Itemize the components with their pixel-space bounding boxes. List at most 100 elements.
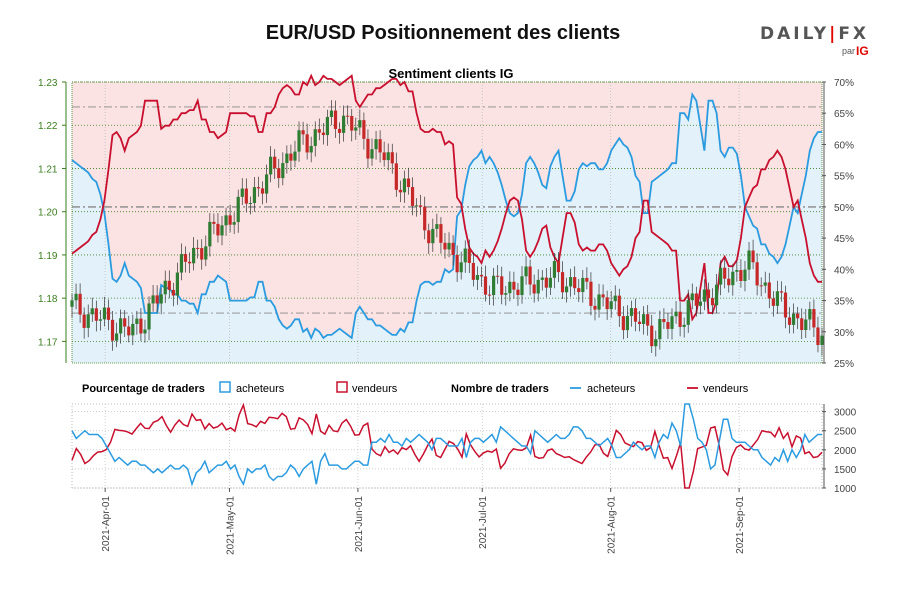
ig-logo: IG (856, 44, 869, 58)
candle-body (532, 284, 536, 294)
candles (70, 100, 824, 357)
bottom-axis-label: 2500 (834, 427, 857, 438)
candle-body (767, 282, 771, 299)
candle-body (524, 266, 528, 277)
candle-body (564, 286, 569, 293)
bottom-axis-label: 1500 (834, 465, 857, 476)
candle-body (548, 277, 552, 288)
candle-body (731, 271, 735, 286)
candle-body (751, 250, 755, 263)
candle-body (690, 293, 694, 301)
candle-body (208, 221, 212, 247)
candle-body (674, 311, 678, 317)
candle-body (783, 292, 788, 318)
candle-body (451, 242, 455, 255)
candle-body (763, 282, 767, 286)
right-axis-label: 45% (834, 234, 854, 245)
right-axis-label: 35% (834, 297, 854, 308)
sellers-pct-line (71, 73, 822, 322)
candle-body (406, 178, 411, 188)
candle-body (573, 277, 577, 289)
candle-body (552, 261, 557, 278)
right-axis-label: 60% (834, 140, 854, 151)
left-axis-label: 1.20 (38, 208, 58, 219)
candle-body (192, 247, 196, 264)
candle-body (771, 298, 775, 306)
candle-body (159, 294, 163, 304)
candle-body (540, 277, 544, 280)
candle-body (362, 120, 366, 139)
candle-body (123, 318, 127, 327)
candle-body (654, 339, 658, 347)
candle-body (212, 221, 216, 224)
candle-body (163, 280, 167, 295)
candle-body (325, 116, 330, 136)
candle-body (281, 163, 285, 179)
dailyfx-logo: DAILY|FX par IG (760, 24, 870, 64)
buyers-count-line (71, 403, 822, 487)
candle-body (686, 300, 690, 325)
candle-body (487, 294, 492, 296)
candle-body (175, 272, 180, 296)
candle-body (723, 267, 727, 279)
left-axis-label: 1.22 (38, 121, 58, 132)
candle-body (796, 313, 800, 319)
candle-body (694, 293, 698, 306)
candle-body (228, 215, 232, 225)
bottom-axis-label: 3000 (834, 408, 857, 419)
candle-body (244, 188, 248, 204)
candle-body (74, 293, 78, 301)
candle-body (775, 291, 780, 306)
candle-body (585, 277, 589, 282)
candle-body (483, 276, 488, 295)
legend-pct-title: Pourcentage de traders (82, 383, 205, 395)
candle-body (500, 276, 504, 295)
candle-body (402, 178, 407, 193)
candle-body (447, 242, 451, 250)
candle-body (471, 262, 475, 280)
candle-body (370, 149, 374, 159)
candle-body (617, 295, 621, 317)
candle-body (804, 319, 808, 331)
candle-body (70, 300, 74, 307)
chart-subtitle: Sentiment clients IG (389, 66, 514, 81)
x-axis-label: 2021-Jun-01 (354, 496, 365, 553)
candle-body (423, 206, 427, 231)
candle-body (633, 308, 638, 322)
candle-body (702, 289, 707, 302)
candle-body (179, 254, 184, 273)
candle-body (658, 319, 662, 340)
candle-body (528, 266, 532, 285)
candle-body (414, 205, 419, 207)
candle-body (727, 278, 731, 286)
right-axis-label: 70% (834, 78, 854, 89)
legend-pct-buyers: acheteurs (236, 383, 285, 395)
candle-body (98, 319, 102, 321)
buyers-area (72, 94, 822, 363)
left-axis-label: 1.19 (38, 251, 58, 262)
candle-body (293, 151, 297, 161)
candle-body (220, 225, 224, 236)
candle-body (313, 129, 317, 146)
candle-body (216, 223, 220, 236)
candle-body (143, 329, 147, 334)
candle-body (119, 318, 123, 334)
candle-body (508, 281, 512, 294)
candle-body (378, 139, 382, 153)
candle-body (256, 187, 261, 189)
candle-body (224, 215, 228, 226)
candle-body (329, 110, 334, 117)
legend-buyers-swatch (219, 381, 231, 393)
sellers-count-line (71, 402, 823, 489)
candle-body (204, 246, 208, 260)
candle-body (625, 315, 630, 331)
candle-body (492, 275, 496, 296)
candle-body (289, 153, 293, 161)
candle-body (609, 301, 613, 310)
candle-body (479, 274, 484, 277)
candle-body (200, 248, 204, 260)
candle-body (637, 321, 642, 325)
candle-body (463, 248, 467, 263)
x-axis-label: 2021-Jul-01 (478, 496, 489, 549)
candle-body (350, 115, 354, 131)
